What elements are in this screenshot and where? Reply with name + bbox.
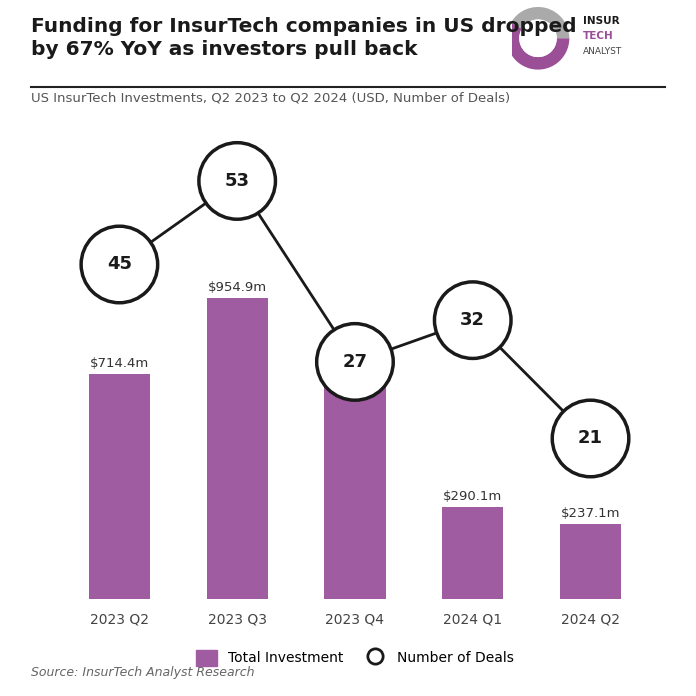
- Wedge shape: [511, 7, 569, 38]
- Text: ANALYST: ANALYST: [583, 47, 622, 56]
- Text: 32: 32: [460, 311, 485, 329]
- Text: Funding for InsurTech companies in US dropped: Funding for InsurTech companies in US dr…: [31, 17, 577, 36]
- Text: 45: 45: [107, 255, 132, 274]
- Text: by 67% YoY as investors pull back: by 67% YoY as investors pull back: [31, 40, 418, 59]
- Bar: [89, 374, 150, 599]
- Circle shape: [519, 19, 557, 57]
- Text: INSUR: INSUR: [583, 16, 620, 26]
- Text: TECH: TECH: [583, 31, 614, 41]
- Text: 27: 27: [342, 353, 367, 371]
- Bar: [560, 524, 621, 599]
- Text: $290.1m: $290.1m: [443, 491, 503, 503]
- Text: $719.2m: $719.2m: [325, 356, 385, 368]
- Text: 21: 21: [578, 429, 603, 448]
- Text: $237.1m: $237.1m: [561, 507, 620, 520]
- Text: US InsurTech Investments, Q2 2023 to Q2 2024 (USD, Number of Deals): US InsurTech Investments, Q2 2023 to Q2 …: [31, 92, 510, 105]
- Text: $954.9m: $954.9m: [207, 281, 267, 294]
- Legend: Total Investment, Number of Deals: Total Investment, Number of Deals: [191, 644, 519, 671]
- Wedge shape: [507, 22, 569, 70]
- Bar: [442, 507, 503, 599]
- Bar: [207, 298, 268, 599]
- Text: 53: 53: [225, 172, 250, 190]
- Text: $714.4m: $714.4m: [90, 357, 149, 370]
- Bar: [324, 372, 386, 599]
- Text: Source: InsurTech Analyst Research: Source: InsurTech Analyst Research: [31, 665, 255, 679]
